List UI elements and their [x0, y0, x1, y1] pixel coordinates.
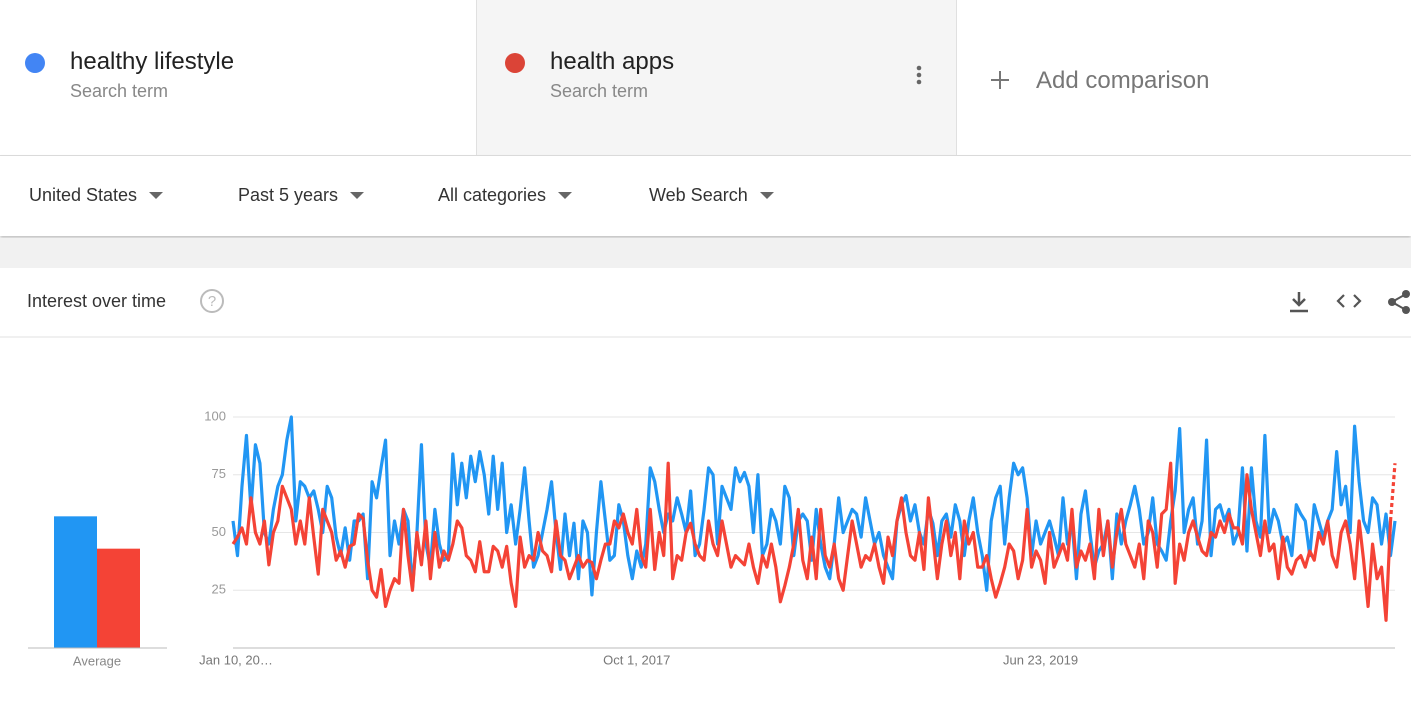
dropdown-arrow	[759, 192, 774, 200]
more-menu[interactable]	[915, 64, 923, 88]
share-icon[interactable]	[1388, 290, 1410, 314]
spacer	[0, 238, 1411, 268]
average-bar	[97, 548, 140, 648]
svg-text:?: ?	[208, 293, 216, 310]
add-comparison[interactable]: Add comparison	[956, 0, 1411, 155]
series-line	[231, 461, 1393, 622]
x-tick-label: Jan 10, 20…	[199, 652, 273, 667]
filter-label: All categories	[438, 185, 547, 205]
filter-label: Past 5 years	[238, 185, 339, 205]
y-tick-label: 50	[212, 524, 226, 539]
filter[interactable]: All categories	[438, 185, 573, 206]
header: healthy lifestyle Search term health app…	[0, 0, 1411, 156]
term-dot	[505, 53, 525, 73]
y-tick-label: 75	[212, 466, 226, 481]
term-subtitle: Search term	[70, 81, 169, 101]
y-tick-label: 25	[212, 582, 226, 597]
bar-label: Average	[73, 653, 121, 668]
x-tick-label: Jun 23, 2019	[1003, 652, 1078, 667]
term-name: health apps	[550, 48, 675, 75]
filter-label: United States	[29, 185, 138, 205]
download-icon[interactable]	[1290, 292, 1308, 313]
dropdown-arrow	[350, 192, 365, 200]
series-line-partial	[1388, 463, 1397, 522]
dropdown-arrow	[149, 192, 164, 200]
term-cell[interactable]: health apps Search term	[476, 0, 957, 155]
help-icon[interactable]: ?	[200, 289, 224, 313]
dropdown-arrow	[558, 192, 573, 200]
embed-icon[interactable]	[1336, 294, 1362, 308]
y-tick-label: 100	[204, 408, 226, 423]
plus-icon	[991, 71, 1009, 89]
term-name: healthy lifestyle	[70, 48, 235, 75]
average-bar	[54, 516, 97, 648]
filter-bar: United States Past 5 years All categorie…	[0, 156, 1411, 236]
filter[interactable]: Web Search	[649, 185, 774, 206]
card-title: Interest over time	[27, 291, 166, 311]
filter-label: Web Search	[649, 185, 748, 205]
term-cell[interactable]: healthy lifestyle Search term	[0, 0, 476, 155]
filter[interactable]: Past 5 years	[238, 185, 365, 206]
add-comparison-label: Add comparison	[1036, 67, 1210, 94]
term-subtitle: Search term	[550, 81, 649, 101]
chart: Interest over time ? Average 25 50 75 100 Jan…	[0, 289, 1411, 668]
x-tick-label: Oct 1, 2017	[603, 652, 670, 667]
term-dot	[25, 53, 45, 73]
filter[interactable]: United States	[29, 185, 164, 206]
